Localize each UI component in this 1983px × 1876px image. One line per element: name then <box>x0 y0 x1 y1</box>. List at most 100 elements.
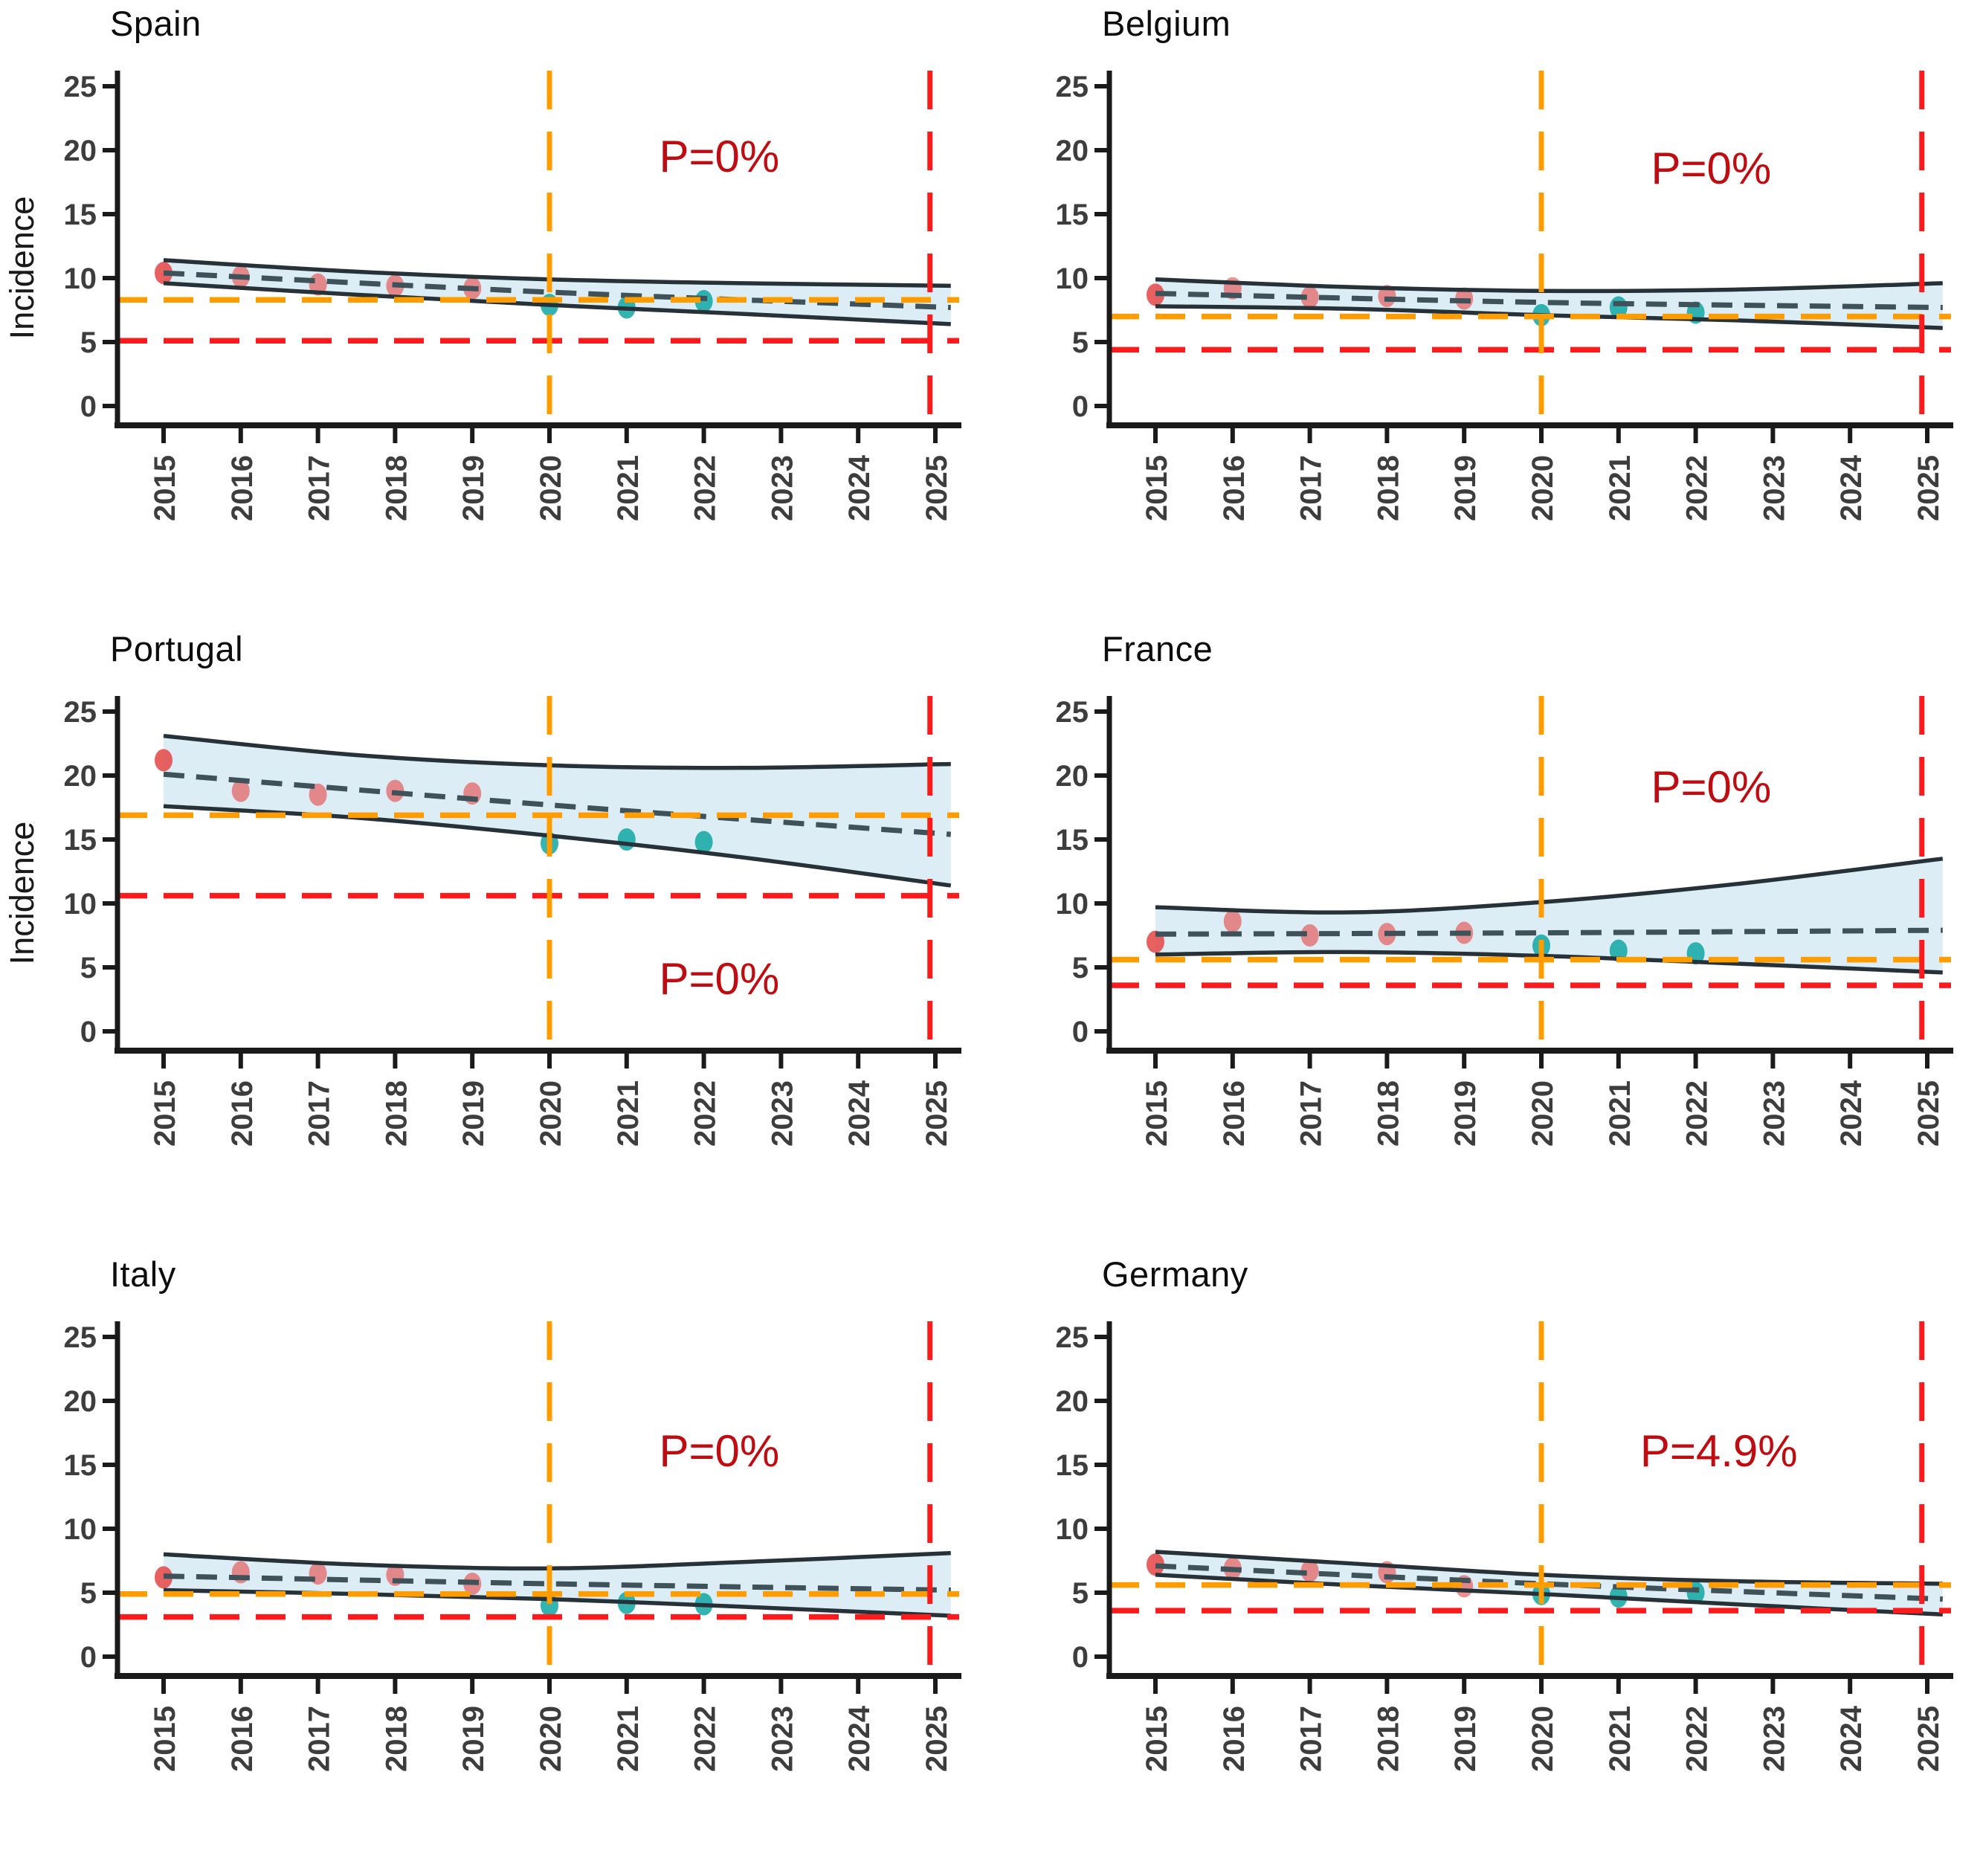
y-tick-label: 5 <box>1072 1577 1089 1610</box>
y-tick-label: 10 <box>1056 1513 1089 1546</box>
x-tick-label: 2025 <box>920 1080 953 1147</box>
point-pre2020 <box>1300 1559 1319 1582</box>
p-value-label: P=0% <box>659 132 780 182</box>
x-tick-label: 2023 <box>766 1706 799 1772</box>
point-post2020 <box>1609 939 1628 962</box>
x-tick-label: 2017 <box>303 1706 336 1772</box>
confidence-band <box>164 735 951 886</box>
y-tick-label: 15 <box>64 1449 97 1482</box>
y-tick-label: 20 <box>64 1385 97 1418</box>
trend-line <box>163 771 952 837</box>
x-tick-label: 2024 <box>1835 1705 1868 1772</box>
p-value-label: P=0% <box>659 1425 780 1476</box>
x-tick-label: 2020 <box>535 455 567 521</box>
x-tick-label: 2021 <box>1604 1706 1637 1772</box>
y-tick-label: 0 <box>80 1016 97 1048</box>
x-tick-label: 2016 <box>226 455 259 521</box>
p-value-label: P=0% <box>659 954 780 1005</box>
x-tick-label: 2017 <box>1295 455 1328 521</box>
x-tick-label: 2019 <box>1449 455 1482 521</box>
x-tick-label: 2018 <box>1372 455 1405 521</box>
x-tick-label: 2017 <box>1295 1706 1328 1772</box>
panel-france: 0 5 10 15 20 25 2015 2016 2017 2018 2019 2020 2021 20… <box>992 625 1983 1251</box>
x-tick-label: 2021 <box>612 1080 645 1147</box>
x-tick-label: 2025 <box>920 1706 953 1772</box>
y-tick-label: 25 <box>1056 1321 1089 1354</box>
panel-portugal: 0 5 10 15 20 25 2015 2016 2017 2018 2019 2020 2021 20… <box>0 625 991 1251</box>
panel-title: France <box>1102 629 1213 668</box>
x-tick-label: 2021 <box>612 1706 645 1772</box>
p-value-label: P=0% <box>1651 762 1772 813</box>
x-tick-label: 2023 <box>1758 1080 1790 1147</box>
x-tick-label: 2024 <box>1835 1080 1868 1147</box>
x-tick-label: 2022 <box>1681 1080 1714 1147</box>
trend-line <box>163 1573 951 1593</box>
x-tick-label: 2025 <box>1912 455 1945 521</box>
panel-belgium: 0 5 10 15 20 25 2015 2016 2017 2018 2019 2020 2021 20… <box>992 0 1983 625</box>
x-tick-label: 2017 <box>1295 1080 1328 1147</box>
y-tick-label: 20 <box>64 135 97 167</box>
x-tick-label: 2018 <box>380 455 413 521</box>
x-tick-label: 2020 <box>535 1080 567 1147</box>
x-tick-label: 2022 <box>689 455 722 521</box>
x-tick-label: 2021 <box>1604 1080 1637 1147</box>
x-tick-label: 2019 <box>457 1080 490 1147</box>
y-tick-label: 10 <box>64 1513 97 1546</box>
y-tick-label: 20 <box>1056 760 1089 793</box>
x-tick-label: 2019 <box>457 455 490 521</box>
x-tick-label: 2018 <box>380 1706 413 1772</box>
x-tick-label: 2022 <box>1681 1706 1714 1772</box>
confidence-band <box>1155 858 1943 973</box>
y-tick-label: 25 <box>64 1321 97 1354</box>
point-post2020 <box>694 831 713 854</box>
y-tick-label: 0 <box>80 1641 97 1674</box>
x-tick-label: 2020 <box>1526 455 1559 521</box>
y-tick-label: 20 <box>1056 135 1089 167</box>
x-tick-label: 2025 <box>1912 1080 1945 1147</box>
x-tick-label: 2015 <box>149 1080 181 1147</box>
x-tick-label: 2021 <box>1604 455 1637 521</box>
x-tick-label: 2015 <box>1141 455 1173 521</box>
point-post2020 <box>617 828 636 851</box>
trend-line <box>1155 291 1943 311</box>
y-tick-label: 5 <box>80 952 97 984</box>
y-tick-label: 25 <box>1056 696 1089 729</box>
point-pre2020 <box>309 783 327 806</box>
point-pre2020 <box>1300 286 1319 309</box>
y-tick-label: 15 <box>64 199 97 231</box>
point-post2020 <box>694 289 713 312</box>
x-tick-label: 2016 <box>1218 1706 1251 1772</box>
panel-spain: 0 5 10 15 20 25 2015 2016 2017 2018 2019 2020 2021 20… <box>0 0 991 625</box>
y-tick-label: 0 <box>1072 1016 1089 1048</box>
point-pre2020 <box>1300 924 1319 947</box>
y-tick-label: 20 <box>64 760 97 793</box>
x-tick-label: 2015 <box>149 455 181 521</box>
x-tick-label: 2019 <box>1449 1080 1482 1147</box>
x-tick-label: 2016 <box>226 1706 259 1772</box>
y-tick-label: 5 <box>80 326 97 359</box>
panel-italy: 0 5 10 15 20 25 2015 2016 2017 2018 2019 2020 2021 20… <box>0 1251 991 1876</box>
point-pre2020 <box>1147 1553 1164 1576</box>
y-tick-label: 5 <box>80 1577 97 1610</box>
y-tick-label: 10 <box>64 888 97 921</box>
band-lower-edge <box>163 281 951 326</box>
y-tick-label: 0 <box>1072 390 1089 423</box>
x-tick-label: 2024 <box>843 1705 876 1772</box>
panel-germany: 0 5 10 15 20 25 2015 2016 2017 2018 2019 2020 2021 20… <box>992 1251 1983 1876</box>
y-axis-label: Incidence <box>3 821 41 965</box>
x-tick-label: 2019 <box>457 1706 490 1772</box>
trend-line <box>163 270 951 311</box>
x-tick-label: 2017 <box>303 455 336 521</box>
x-tick-label: 2019 <box>1449 1706 1482 1772</box>
x-tick-label: 2020 <box>1526 1706 1559 1772</box>
x-tick-label: 2023 <box>1758 455 1790 521</box>
panel-title: Spain <box>110 4 201 43</box>
point-pre2020 <box>231 779 250 802</box>
x-tick-label: 2024 <box>1835 454 1868 521</box>
x-tick-label: 2015 <box>149 1706 181 1772</box>
x-tick-label: 2022 <box>689 1706 722 1772</box>
x-tick-label: 2015 <box>1141 1706 1173 1772</box>
y-tick-label: 10 <box>1056 888 1089 921</box>
